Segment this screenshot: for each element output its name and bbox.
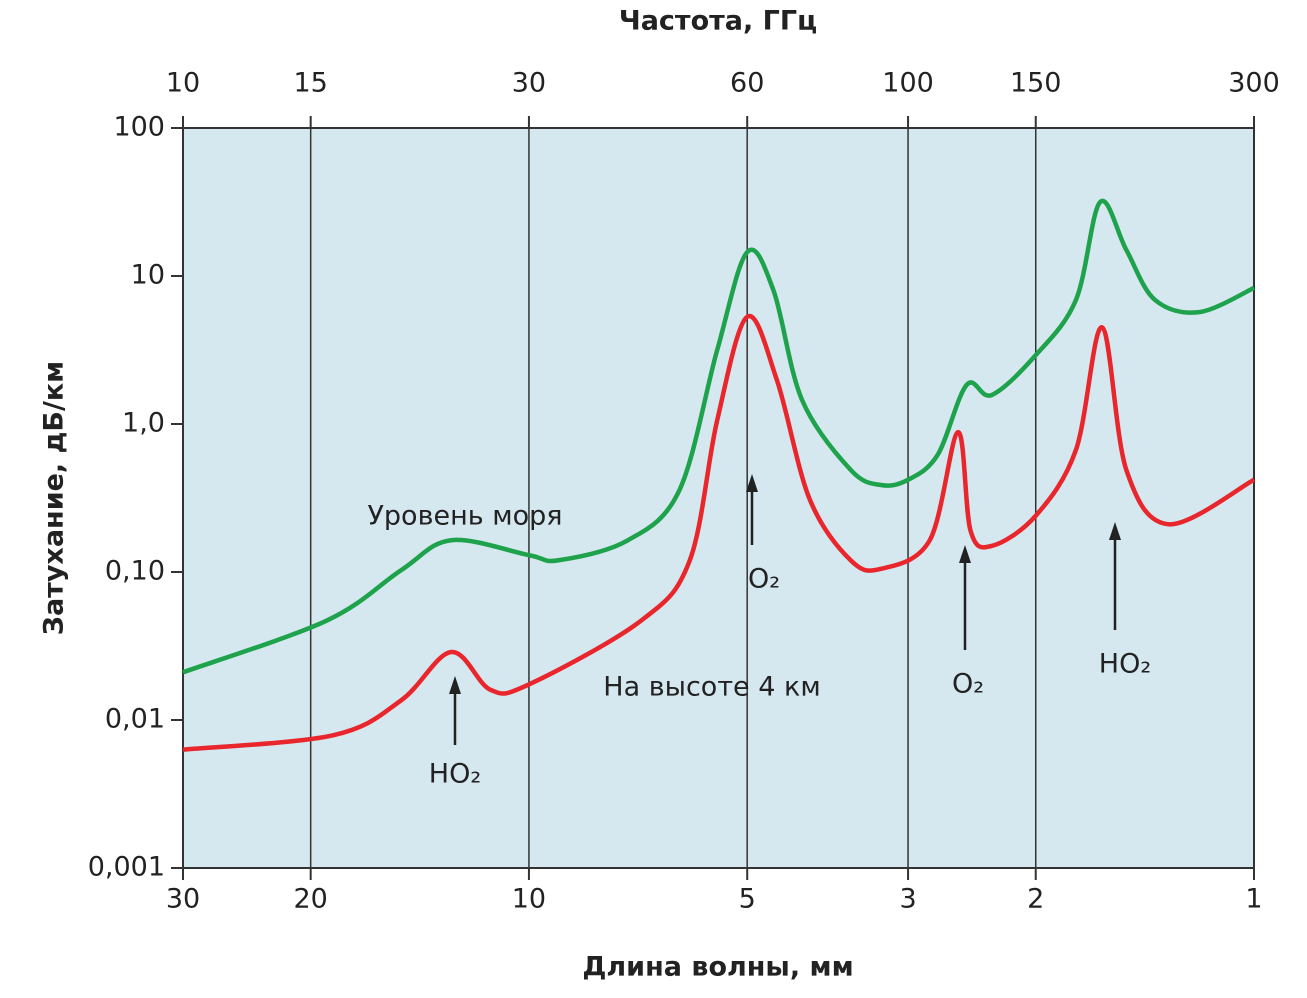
- x2-tick-label: 300: [1228, 68, 1280, 99]
- x2-tick-label: 100: [882, 68, 934, 99]
- series-label: На высоте 4 км: [603, 672, 820, 703]
- y-tick-label: 0,10: [105, 556, 165, 587]
- line: [182, 313, 1256, 752]
- arrow-head: [1109, 522, 1121, 540]
- x-tick-label: 20: [293, 884, 327, 915]
- annotation: O₂: [748, 564, 780, 595]
- x2-tick-label: 15: [293, 68, 327, 99]
- annotation: O₂: [952, 669, 984, 700]
- y-tick-label: 0,01: [105, 704, 165, 735]
- x2-tick-label: 60: [730, 68, 764, 99]
- x-tick-label: 30: [166, 884, 200, 915]
- x-tick-label: 3: [899, 884, 916, 915]
- y-axis-title: Затухание, дБ/км: [39, 361, 70, 635]
- series-label: Уровень моря: [367, 501, 562, 532]
- arrow-head: [746, 474, 758, 492]
- annotation: HO₂: [429, 759, 481, 790]
- x-tick-label: 5: [739, 884, 756, 915]
- y-tick-label: 1,0: [122, 408, 165, 439]
- plot-area: [183, 128, 1254, 868]
- x-tick-label: 1: [1245, 884, 1262, 915]
- y-tick-label: 100: [113, 112, 165, 143]
- x2-tick-label: 10: [166, 68, 200, 99]
- x-tick-label: 10: [512, 884, 546, 915]
- x2-tick-label: 150: [1010, 68, 1062, 99]
- arrow-head: [449, 676, 461, 694]
- x-tick-label: 2: [1027, 884, 1044, 915]
- arrow-head: [959, 545, 971, 563]
- line: [182, 198, 1255, 675]
- y-tick-label: 0,001: [88, 852, 165, 883]
- y-tick-label: 10: [131, 260, 165, 291]
- x2-tick-label: 30: [512, 68, 546, 99]
- annotation: HO₂: [1099, 649, 1151, 680]
- x-axis-title: Длина волны, мм: [582, 952, 853, 983]
- x2-axis-title: Частота, ГГц: [619, 6, 817, 37]
